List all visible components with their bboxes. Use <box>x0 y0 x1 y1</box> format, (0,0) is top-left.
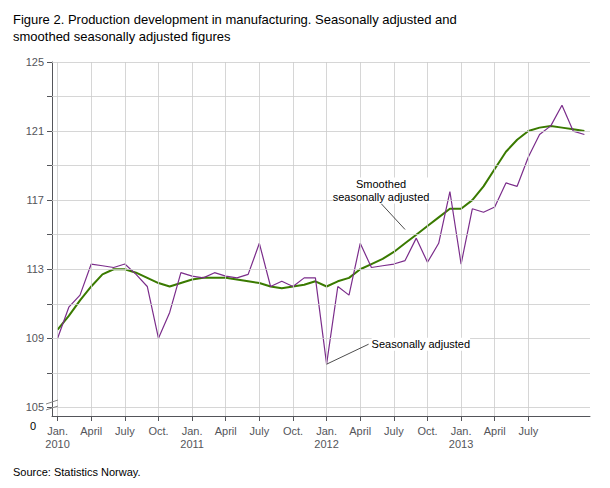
svg-text:2010: 2010 <box>45 438 69 450</box>
svg-text:April: April <box>215 425 237 437</box>
svg-text:121: 121 <box>26 125 44 137</box>
svg-text:0: 0 <box>30 420 36 432</box>
svg-text:Oct.: Oct. <box>148 425 168 437</box>
svg-text:Figure 2. Production developme: Figure 2. Production development in manu… <box>13 12 457 27</box>
svg-text:July: July <box>250 425 270 437</box>
svg-text:105: 105 <box>26 401 44 413</box>
svg-text:125: 125 <box>26 56 44 68</box>
svg-text:109: 109 <box>26 332 44 344</box>
svg-text:Jan.: Jan. <box>47 425 68 437</box>
svg-text:Oct.: Oct. <box>417 425 437 437</box>
svg-text:2013: 2013 <box>449 438 473 450</box>
svg-text:seasonally adjusted: seasonally adjusted <box>333 191 430 203</box>
svg-text:July: July <box>115 425 135 437</box>
svg-text:July: July <box>384 425 404 437</box>
svg-text:April: April <box>484 425 506 437</box>
svg-text:smoothed seasonally adjusted f: smoothed seasonally adjusted figures <box>13 29 231 44</box>
svg-text:Source: Statistics Norway.: Source: Statistics Norway. <box>13 466 141 478</box>
svg-text:July: July <box>519 425 539 437</box>
svg-text:113: 113 <box>26 263 44 275</box>
svg-text:2012: 2012 <box>314 438 338 450</box>
svg-text:Seasonally adjusted: Seasonally adjusted <box>372 338 470 350</box>
svg-text:Jan.: Jan. <box>316 425 337 437</box>
svg-text:Jan.: Jan. <box>182 425 203 437</box>
svg-text:April: April <box>80 425 102 437</box>
svg-text:117: 117 <box>26 194 44 206</box>
svg-text:2011: 2011 <box>180 438 204 450</box>
svg-text:Oct.: Oct. <box>283 425 303 437</box>
svg-text:April: April <box>349 425 371 437</box>
svg-text:Jan.: Jan. <box>451 425 472 437</box>
svg-text:Smoothed: Smoothed <box>356 178 406 190</box>
